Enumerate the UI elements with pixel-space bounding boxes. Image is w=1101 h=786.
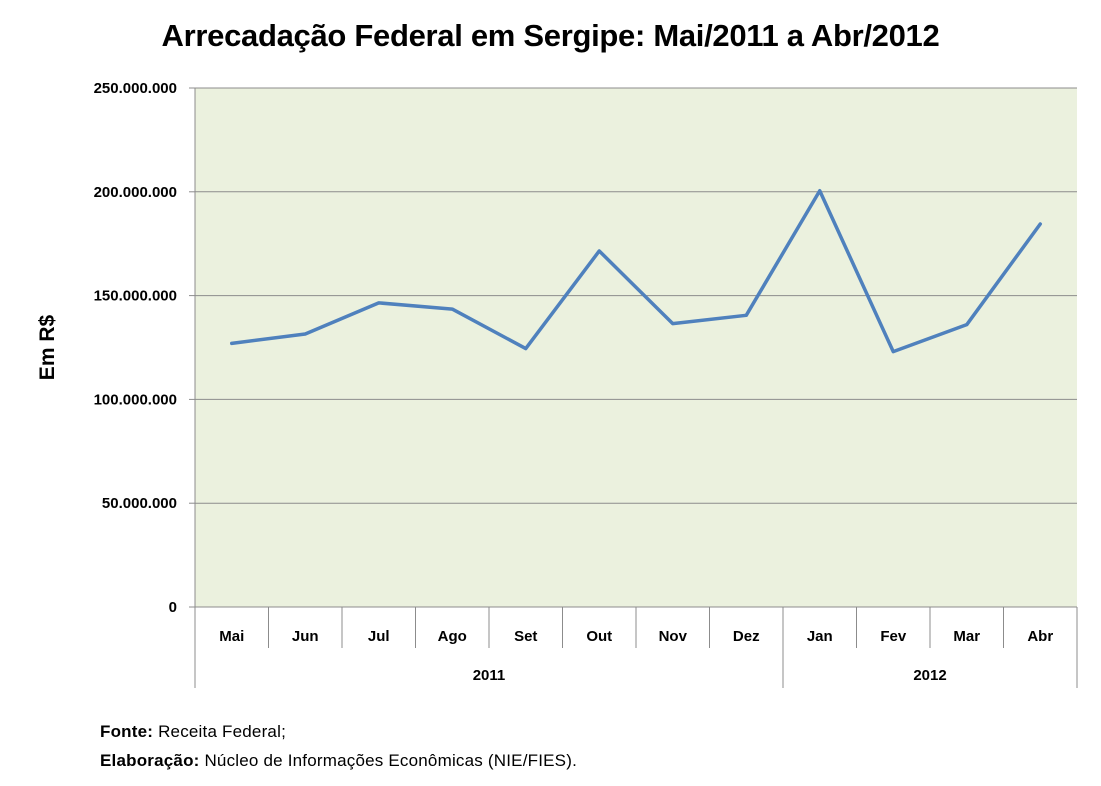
data-point (892, 350, 895, 353)
x-tick-label: Set (514, 628, 537, 645)
elaboration-note: Elaboração: Núcleo de Informações Econôm… (100, 751, 577, 771)
data-point (818, 189, 821, 192)
x-tick-label: Jul (368, 628, 390, 645)
data-point (1039, 222, 1042, 226)
data-point (451, 307, 454, 311)
group-label: 2012 (913, 667, 946, 684)
chart-title: Arrecadação Federal em Sergipe: Mai/2011… (161, 18, 940, 53)
y-tick-label: 250.000.000 (94, 80, 177, 97)
x-tick-label: Mar (953, 628, 980, 645)
x-tick-label: Jan (807, 628, 833, 645)
data-point (598, 249, 601, 253)
x-tick-label: Nov (659, 628, 688, 645)
data-point (524, 347, 527, 350)
y-tick-label: 200.000.000 (94, 184, 177, 201)
source-note: Fonte: Receita Federal; (100, 722, 286, 742)
x-tick-label: Ago (438, 628, 467, 645)
group-label: 2011 (473, 667, 506, 684)
x-tick-label: Out (586, 628, 612, 645)
data-point (230, 342, 233, 345)
data-line (230, 189, 1042, 354)
x-tick-label: Abr (1027, 628, 1053, 645)
elaboration-label: Elaboração: (100, 751, 200, 770)
y-axis-label: Em R$ (36, 315, 59, 381)
x-tick-label: Jun (292, 628, 319, 645)
data-point (671, 322, 674, 325)
y-tick-label: 50.000.000 (102, 495, 177, 512)
y-tick-label: 0 (169, 599, 177, 616)
elaboration-text: Núcleo de Informações Econômicas (NIE/FI… (199, 751, 577, 770)
data-point (745, 314, 748, 317)
data-point (965, 323, 968, 326)
x-tick-label: Fev (880, 628, 907, 645)
x-tick-label: Mai (219, 628, 244, 645)
data-point (304, 332, 307, 336)
x-tick-label: Dez (733, 628, 760, 645)
source-label: Fonte: (100, 722, 154, 741)
data-point (377, 301, 380, 305)
source-text: Receita Federal; (153, 722, 286, 741)
y-tick-label: 150.000.000 (94, 288, 177, 305)
y-tick-label: 100.000.000 (94, 391, 177, 408)
plot-area (195, 88, 1077, 607)
